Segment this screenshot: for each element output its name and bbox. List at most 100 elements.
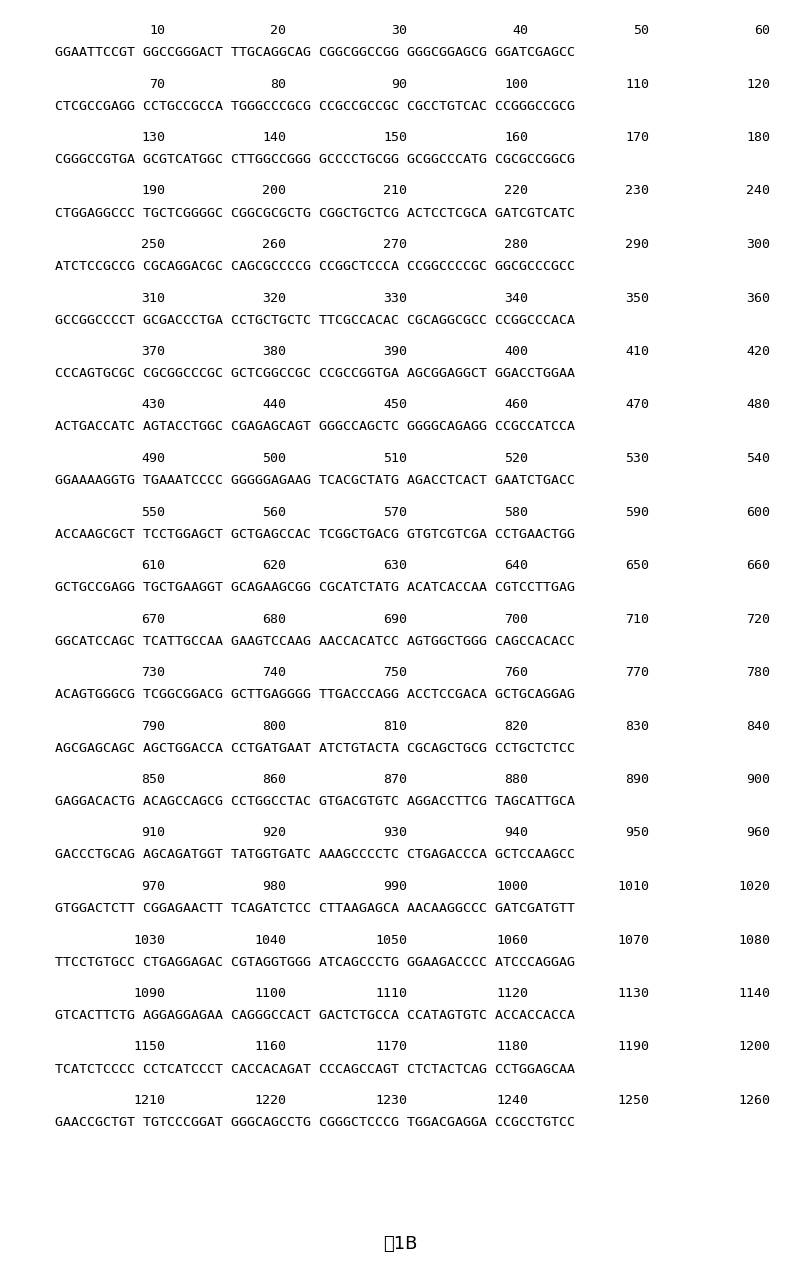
Text: 670: 670 — [141, 613, 165, 626]
Text: 630: 630 — [383, 560, 407, 572]
Text: 130: 130 — [141, 131, 165, 143]
Text: 970: 970 — [141, 879, 165, 893]
Text: ATCTCCGCCG CGCAGGACGC CAGCGCCCCG CCGGCTCCCA CCGGCCCCGC GGCGCCCGCC: ATCTCCGCCG CGCAGGACGC CAGCGCCCCG CCGGCTC… — [55, 260, 575, 273]
Text: 930: 930 — [383, 826, 407, 840]
Text: 530: 530 — [625, 452, 649, 464]
Text: 590: 590 — [625, 505, 649, 519]
Text: 570: 570 — [383, 505, 407, 519]
Text: 770: 770 — [625, 666, 649, 679]
Text: 270: 270 — [383, 239, 407, 251]
Text: 560: 560 — [262, 505, 286, 519]
Text: 700: 700 — [504, 613, 528, 626]
Text: 730: 730 — [141, 666, 165, 679]
Text: 760: 760 — [504, 666, 528, 679]
Text: 890: 890 — [625, 773, 649, 786]
Text: 740: 740 — [262, 666, 286, 679]
Text: 180: 180 — [746, 131, 770, 143]
Text: 660: 660 — [746, 560, 770, 572]
Text: 490: 490 — [141, 452, 165, 464]
Text: 1100: 1100 — [254, 987, 286, 1000]
Text: 880: 880 — [504, 773, 528, 786]
Text: 790: 790 — [141, 720, 165, 732]
Text: 1230: 1230 — [375, 1094, 407, 1107]
Text: 420: 420 — [746, 345, 770, 358]
Text: 620: 620 — [262, 560, 286, 572]
Text: 230: 230 — [625, 184, 649, 198]
Text: 680: 680 — [262, 613, 286, 626]
Text: 220: 220 — [504, 184, 528, 198]
Text: 690: 690 — [383, 613, 407, 626]
Text: 140: 140 — [262, 131, 286, 143]
Text: GAACCGCTGT TGTCCCGGAT GGGCAGCCTG CGGGCTCCCG TGGACGAGGA CCGCCTGTCC: GAACCGCTGT TGTCCCGGAT GGGCAGCCTG CGGGCTC… — [55, 1115, 575, 1129]
Text: 900: 900 — [746, 773, 770, 786]
Text: 80: 80 — [270, 77, 286, 90]
Text: 830: 830 — [625, 720, 649, 732]
Text: 360: 360 — [746, 292, 770, 305]
Text: GGAAAAGGTG TGAAATCCCC GGGGGAGAAG TCACGCTATG AGACCTCACT GAATCTGACC: GGAAAAGGTG TGAAATCCCC GGGGGAGAAG TCACGCT… — [55, 475, 575, 487]
Text: 860: 860 — [262, 773, 286, 786]
Text: 370: 370 — [141, 345, 165, 358]
Text: 1240: 1240 — [496, 1094, 528, 1107]
Text: AGCGAGCAGC AGCTGGACCA CCTGATGAAT ATCTGTACTA CGCAGCTGCG CCTGCTCTCC: AGCGAGCAGC AGCTGGACCA CCTGATGAAT ATCTGTA… — [55, 741, 575, 755]
Text: 550: 550 — [141, 505, 165, 519]
Text: CCCAGTGCGC CGCGGCCCGC GCTCGGCCGC CCGCCGGTGA AGCGGAGGCT GGACCTGGAA: CCCAGTGCGC CGCGGCCCGC GCTCGGCCGC CCGCCGG… — [55, 367, 575, 379]
Text: 100: 100 — [504, 77, 528, 90]
Text: 1090: 1090 — [133, 987, 165, 1000]
Text: ACAGTGGGCG TCGGCGGACG GCTTGAGGGG TTGACCCAGG ACCTCCGACA GCTGCAGGAG: ACAGTGGGCG TCGGCGGACG GCTTGAGGGG TTGACCC… — [55, 688, 575, 700]
Text: 400: 400 — [504, 345, 528, 358]
Text: 720: 720 — [746, 613, 770, 626]
Text: 980: 980 — [262, 879, 286, 893]
Text: 200: 200 — [262, 184, 286, 198]
Text: 640: 640 — [504, 560, 528, 572]
Text: 60: 60 — [754, 24, 770, 37]
Text: 750: 750 — [383, 666, 407, 679]
Text: 330: 330 — [383, 292, 407, 305]
Text: 1190: 1190 — [617, 1041, 649, 1053]
Text: CGGGCCGTGA GCGTCATGGC CTTGGCCGGG GCCCCTGCGG GCGGCCCATG CGCGCCGGCG: CGGGCCGTGA GCGTCATGGC CTTGGCCGGG GCCCCTG… — [55, 154, 575, 166]
Text: 260: 260 — [262, 239, 286, 251]
Text: GTGGACTCTT CGGAGAACTT TCAGATCTCC CTTAAGAGCA AACAAGGCCC GATCGATGTT: GTGGACTCTT CGGAGAACTT TCAGATCTCC CTTAAGA… — [55, 902, 575, 915]
Text: GCTGCCGAGG TGCTGAAGGT GCAGAAGCGG CGCATCTATG ACATCACCAA CGTCCTTGAG: GCTGCCGAGG TGCTGAAGGT GCAGAAGCGG CGCATCT… — [55, 581, 575, 594]
Text: GACCCTGCAG AGCAGATGGT TATGGTGATC AAAGCCCCTC CTGAGACCCA GCTCCAAGCC: GACCCTGCAG AGCAGATGGT TATGGTGATC AAAGCCC… — [55, 849, 575, 862]
Text: 图1B: 图1B — [383, 1235, 417, 1254]
Text: 940: 940 — [504, 826, 528, 840]
Text: 1010: 1010 — [617, 879, 649, 893]
Text: 610: 610 — [141, 560, 165, 572]
Text: 250: 250 — [141, 239, 165, 251]
Text: 840: 840 — [746, 720, 770, 732]
Text: 950: 950 — [625, 826, 649, 840]
Text: TCATCTCCCC CCTCATCCCT CACCACAGAT CCCAGCCAGT CTCTACTCAG CCTGGAGCAA: TCATCTCCCC CCTCATCCCT CACCACAGAT CCCAGCC… — [55, 1062, 575, 1076]
Text: 1060: 1060 — [496, 934, 528, 947]
Text: 960: 960 — [746, 826, 770, 840]
Text: 920: 920 — [262, 826, 286, 840]
Text: 800: 800 — [262, 720, 286, 732]
Text: 1120: 1120 — [496, 987, 528, 1000]
Text: GCCGGCCCCT GCGACCCTGA CCTGCTGCTC TTCGCCACAC CGCAGGCGCC CCGGCCCACA: GCCGGCCCCT GCGACCCTGA CCTGCTGCTC TTCGCCA… — [55, 313, 575, 326]
Text: 1180: 1180 — [496, 1041, 528, 1053]
Text: CTCGCCGAGG CCTGCCGCCA TGGGCCCGCG CCGCCGCCGC CGCCTGTCAC CCGGGCCGCG: CTCGCCGAGG CCTGCCGCCA TGGGCCCGCG CCGCCGC… — [55, 99, 575, 113]
Text: 910: 910 — [141, 826, 165, 840]
Text: 1260: 1260 — [738, 1094, 770, 1107]
Text: 290: 290 — [625, 239, 649, 251]
Text: 410: 410 — [625, 345, 649, 358]
Text: 1200: 1200 — [738, 1041, 770, 1053]
Text: 70: 70 — [149, 77, 165, 90]
Text: GAGGACACTG ACAGCCAGCG CCTGGCCTAC GTGACGTGTC AGGACCTTCG TAGCATTGCA: GAGGACACTG ACAGCCAGCG CCTGGCCTAC GTGACGT… — [55, 794, 575, 808]
Text: 390: 390 — [383, 345, 407, 358]
Text: 470: 470 — [625, 398, 649, 411]
Text: 300: 300 — [746, 239, 770, 251]
Text: 450: 450 — [383, 398, 407, 411]
Text: 1160: 1160 — [254, 1041, 286, 1053]
Text: 780: 780 — [746, 666, 770, 679]
Text: 510: 510 — [383, 452, 407, 464]
Text: 190: 190 — [141, 184, 165, 198]
Text: 380: 380 — [262, 345, 286, 358]
Text: CTGGAGGCCC TGCTCGGGGC CGGCGCGCTG CGGCTGCTCG ACTCCTCGCA GATCGTCATC: CTGGAGGCCC TGCTCGGGGC CGGCGCGCTG CGGCTGC… — [55, 207, 575, 220]
Text: 1080: 1080 — [738, 934, 770, 947]
Text: 1040: 1040 — [254, 934, 286, 947]
Text: 120: 120 — [746, 77, 770, 90]
Text: 850: 850 — [141, 773, 165, 786]
Text: 1210: 1210 — [133, 1094, 165, 1107]
Text: 1130: 1130 — [617, 987, 649, 1000]
Text: GTCACTTCTG AGGAGGAGAA CAGGGCCACT GACTCTGCCA CCATAGTGTC ACCACCACCA: GTCACTTCTG AGGAGGAGAA CAGGGCCACT GACTCTG… — [55, 1009, 575, 1022]
